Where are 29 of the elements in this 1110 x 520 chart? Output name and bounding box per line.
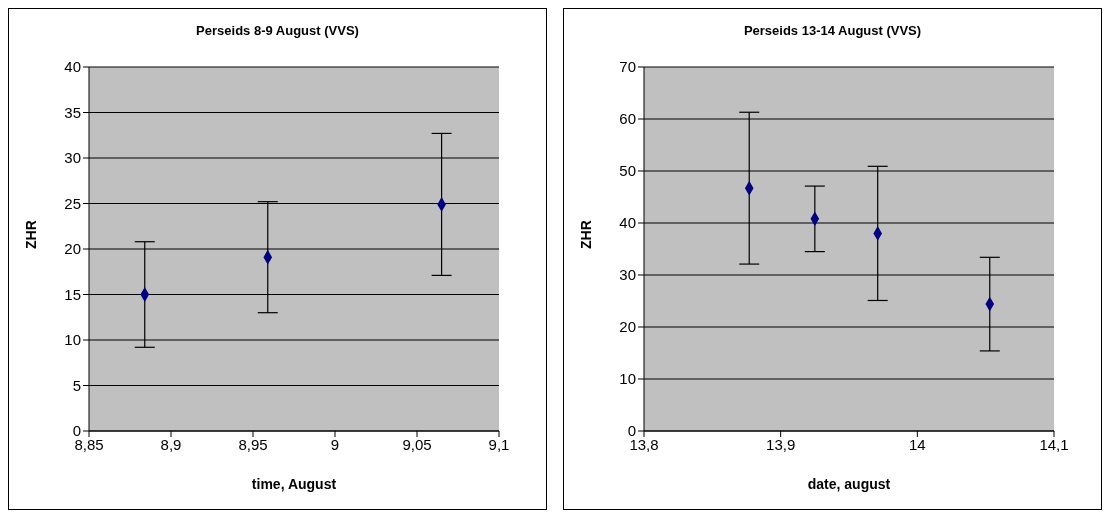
x-axis-title: time, August <box>251 476 337 492</box>
y-tick-label: 40 <box>64 58 81 76</box>
x-axis-title: date, august <box>807 476 891 492</box>
y-tick-label: 25 <box>64 194 81 212</box>
x-tick-label: 14,1 <box>1039 435 1069 453</box>
x-tick-label: 9,05 <box>402 435 432 453</box>
x-tick-label: 14 <box>908 435 926 453</box>
x-tick-label: 13,9 <box>766 435 796 453</box>
y-tick-label: 60 <box>619 110 636 128</box>
x-tick-label: 9,1 <box>488 435 510 453</box>
y-tick-label: 20 <box>64 240 81 258</box>
y-axis-title: ZHR <box>22 220 39 249</box>
y-tick-label: 10 <box>64 331 81 349</box>
y-tick-label: 70 <box>619 58 636 76</box>
y-tick-label: 15 <box>64 285 81 303</box>
y-tick-label: 10 <box>619 370 636 388</box>
x-tick-label: 9 <box>330 435 340 453</box>
x-tick-label: 8,95 <box>238 435 268 453</box>
x-tick-label: 8,9 <box>160 435 182 453</box>
chart-title: Perseids 13-14 August (VVS) <box>742 23 923 40</box>
y-tick-label: 35 <box>64 103 81 121</box>
y-tick-label: 5 <box>72 376 81 394</box>
y-tick-label: 40 <box>619 214 636 232</box>
y-axis-title: ZHR <box>577 220 594 249</box>
y-tick-label: 30 <box>64 149 81 167</box>
y-tick-label: 30 <box>619 266 636 284</box>
y-tick-label: 20 <box>619 318 636 336</box>
chart-title: Perseids 8-9 August (VVS) <box>195 23 360 40</box>
y-tick-label: 50 <box>619 162 636 180</box>
